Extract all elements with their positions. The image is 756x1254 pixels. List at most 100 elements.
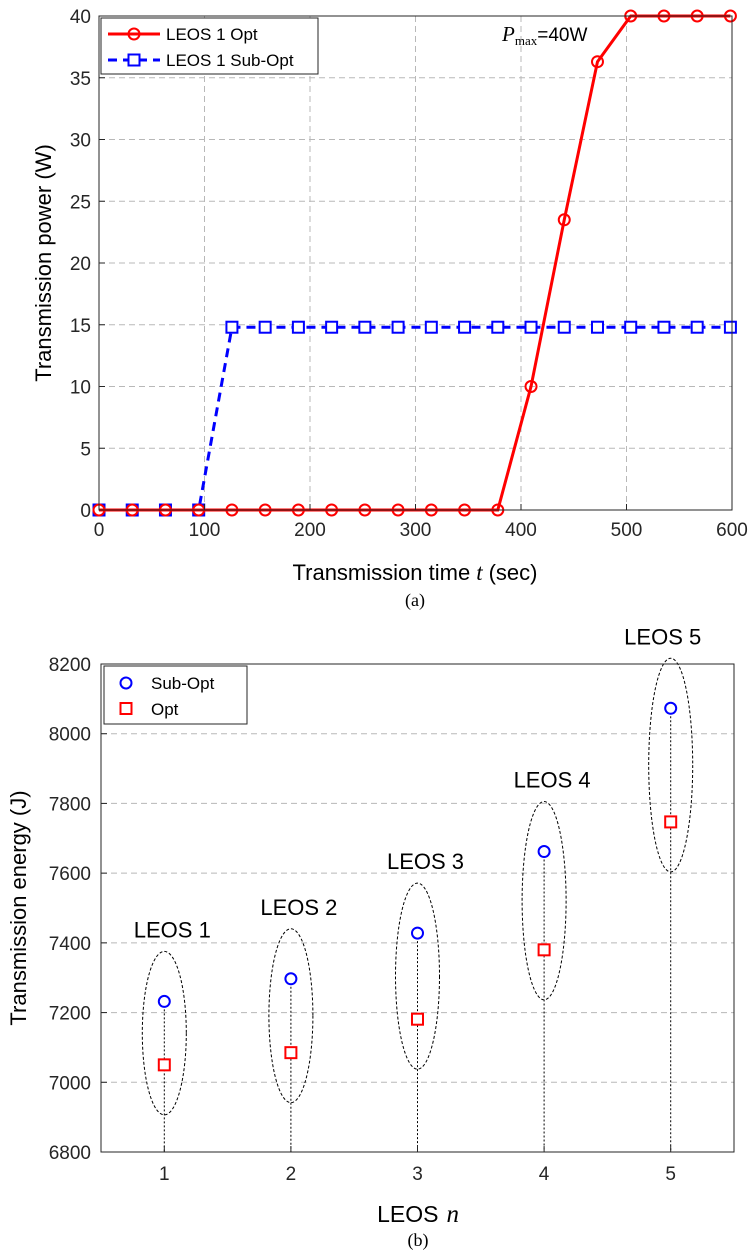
chart-a-ytick-label: 5 — [80, 439, 91, 460]
pmax-annotation: Pmax=40W — [501, 22, 587, 48]
chart-b-xtick-label: 5 — [665, 1164, 676, 1185]
legend-opt-label: LEOS 1 Opt — [166, 25, 258, 44]
chart-b-ylabel: Transmission energy (J) — [6, 790, 31, 1025]
series-subopt-point — [491, 320, 505, 334]
series-subopt-point — [258, 320, 272, 334]
chart-b-xtick-label: 3 — [412, 1164, 423, 1185]
pmax-value: =40W — [537, 25, 587, 46]
chart-b-group-label: LEOS 3 — [387, 849, 464, 874]
series-subopt-point — [624, 320, 638, 334]
series-opt-point — [524, 380, 538, 393]
chart-a: 0 100 200 300 400 500 600 0 5 10 15 20 25 30 35 40 LEOS… — [31, 7, 748, 611]
chart-a-ytick-label: 35 — [70, 69, 91, 90]
chart-b-xlabel-text: LEOS — [377, 1201, 438, 1227]
chart-b-xlabel-var: n — [446, 1201, 459, 1228]
chart-b-ytick-label: 7000 — [49, 1073, 91, 1094]
chart-b-ytick-label: 8000 — [49, 725, 91, 746]
pmax-var: P — [501, 22, 515, 46]
chart-b-legend: Sub-Opt Opt — [103, 665, 248, 725]
chart-b-group-ellipse — [395, 882, 440, 1070]
chart-b-ytick-label: 7400 — [49, 934, 91, 955]
series-subopt-point — [325, 320, 339, 334]
legend-subopt-marker — [127, 53, 141, 67]
series-subopt-point — [391, 320, 405, 334]
chart-b-group-ellipse — [521, 801, 567, 1001]
chart-a-ticks: 0 100 200 300 400 500 600 0 5 10 15 20 25 30 35 40 — [70, 7, 748, 541]
chart-a-xlabel-text: Transmission time — [293, 560, 471, 585]
series-subopt-point — [524, 320, 538, 334]
chart-b-opt-point — [411, 1012, 424, 1026]
chart-b-opt-point — [284, 1046, 298, 1060]
chart-a-xlabel-unit: (sec) — [489, 560, 538, 585]
series-subopt-point — [424, 320, 438, 334]
chart-b-ticks: 6800 7000 7200 7400 7600 7800 8000 8200 1 2 3 4 5 — [49, 655, 676, 1185]
chart-a-xtick-label: 0 — [94, 520, 105, 541]
series-subopt-point — [590, 320, 604, 334]
legend-b-opt-marker — [119, 702, 133, 715]
chart-a-xtick-label: 200 — [294, 520, 326, 541]
legend-b-subopt-label: Sub-Opt — [151, 674, 215, 693]
chart-a-xtick-label: 100 — [189, 520, 221, 541]
chart-b-ytick-label: 8200 — [49, 655, 91, 676]
chart-b-group-label: LEOS 5 — [624, 624, 701, 649]
chart-b-group-label: LEOS 1 — [134, 917, 211, 942]
chart-b-group-label: LEOS 2 — [260, 895, 337, 920]
series-subopt-point — [358, 320, 372, 334]
chart-a-xlabel: Transmission time t (sec) — [293, 560, 538, 585]
chart-b-xtick-label: 1 — [159, 1164, 170, 1185]
legend-b-subopt-marker — [119, 676, 133, 690]
chart-a-ytick-label: 20 — [70, 254, 91, 275]
chart-b-ytick-label: 7600 — [49, 864, 91, 885]
chart-b-ytick-label: 7200 — [49, 1004, 91, 1025]
series-subopt-point — [690, 320, 704, 334]
chart-a-caption: (a) — [405, 590, 425, 611]
chart-b-group-label: LEOS 4 — [514, 768, 591, 793]
chart-b-subopt-point — [411, 926, 424, 940]
chart-a-ytick-label: 40 — [70, 7, 91, 28]
chart-b-groups: LEOS 1 LEOS 2 LEOS 3 LEOS 4 LEOS 5 — [134, 624, 701, 1152]
chart-b-subopt-point — [284, 972, 298, 986]
chart-a-xtick-label: 500 — [611, 520, 643, 541]
chart-b-group-ellipse — [141, 950, 187, 1116]
legend-b-opt-label: Opt — [151, 700, 179, 719]
chart-b-opt-point — [537, 943, 551, 957]
chart-a-ytick-label: 25 — [70, 192, 91, 213]
chart-a-legend: LEOS 1 Opt LEOS 1 Sub-Opt — [100, 17, 319, 75]
chart-b-opt-point — [664, 815, 678, 829]
chart-b-ytick-label: 6800 — [49, 1143, 91, 1164]
chart-b-subopt-point — [157, 994, 171, 1008]
chart-b-xtick-label: 4 — [539, 1164, 550, 1185]
chart-b-group-ellipse — [648, 657, 694, 873]
series-subopt-point — [291, 320, 305, 334]
chart-b-group-ellipse — [268, 928, 314, 1104]
chart-a-ytick-label: 15 — [70, 316, 91, 337]
series-subopt-point — [557, 320, 571, 334]
chart-a-ytick-label: 30 — [70, 131, 91, 152]
chart-b-xtick-label: 2 — [286, 1164, 297, 1185]
chart-b-grid — [101, 733, 734, 1083]
chart-b-xlabel: LEOS n — [377, 1201, 459, 1228]
chart-a-ylabel: Transmission power (W) — [31, 144, 56, 382]
series-opt-point — [590, 55, 604, 69]
chart-a-xtick-label: 300 — [400, 520, 432, 541]
chart-a-xtick-label: 600 — [716, 520, 748, 541]
chart-a-xlabel-var: t — [476, 560, 483, 585]
chart-b-series — [157, 701, 678, 1072]
chart-b-caption: (b) — [408, 1230, 429, 1251]
legend-subopt-label: LEOS 1 Sub-Opt — [166, 51, 294, 70]
chart-a-xtick-label: 400 — [505, 520, 537, 541]
legend-opt-marker — [127, 27, 141, 41]
chart-b-subopt-point — [664, 701, 678, 715]
chart-b-subopt-point — [537, 845, 551, 859]
chart-b: LEOS 1 LEOS 2 LEOS 3 LEOS 4 LEOS 5 6800 7000 7… — [6, 624, 735, 1251]
series-subopt-point — [657, 320, 671, 334]
series-subopt-point — [458, 320, 472, 334]
chart-b-ytick-label: 7800 — [49, 794, 91, 815]
chart-a-ytick-label: 10 — [70, 378, 91, 399]
chart-b-opt-point — [157, 1058, 171, 1072]
chart-a-ytick-label: 0 — [80, 501, 91, 522]
series-subopt-point — [225, 320, 239, 334]
pmax-sub: max — [515, 33, 538, 48]
series-subopt-point — [723, 320, 737, 334]
